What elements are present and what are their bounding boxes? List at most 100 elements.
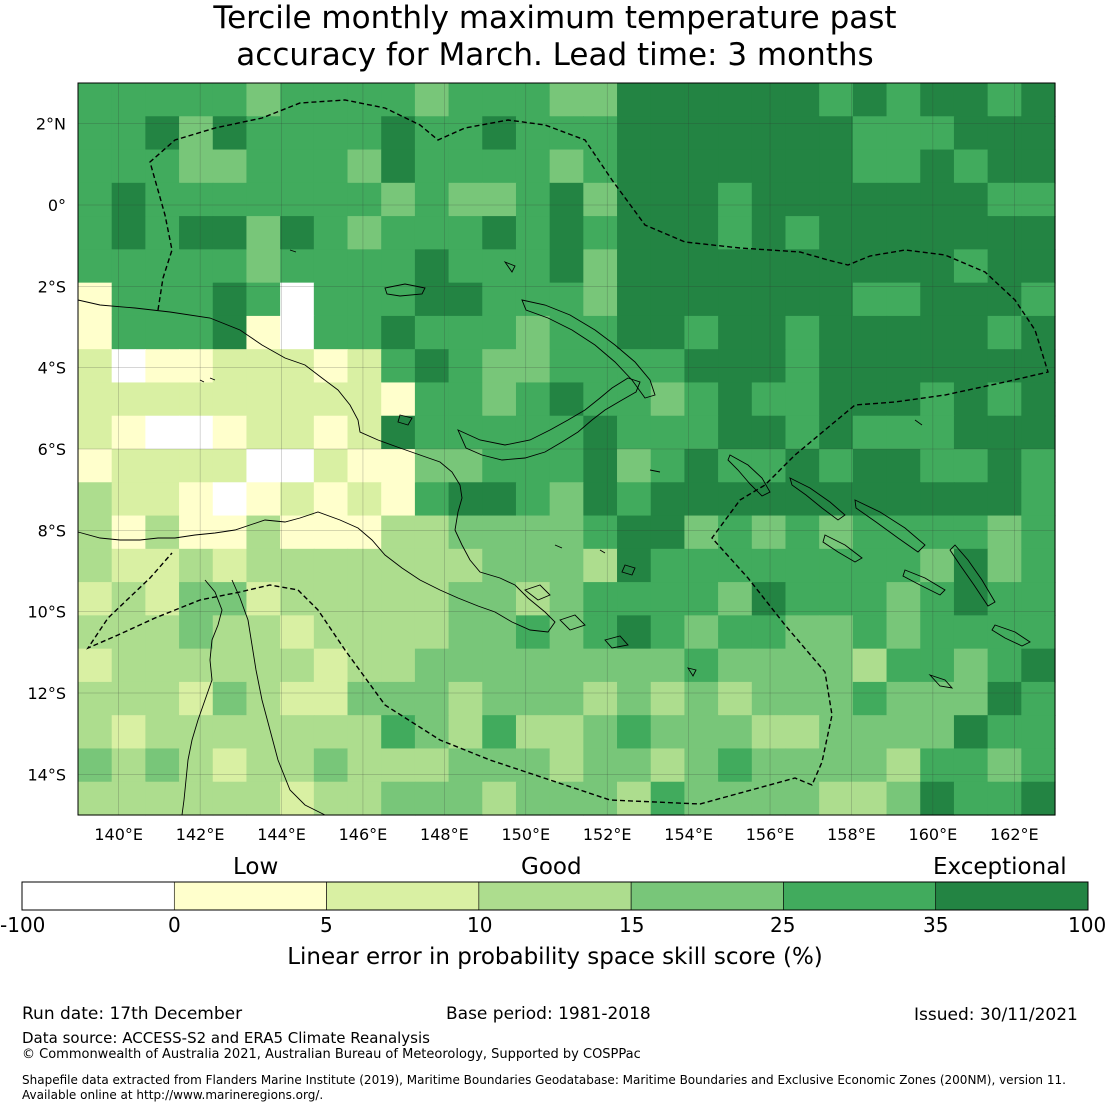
skill-cell <box>617 548 652 583</box>
skill-cell <box>280 748 315 783</box>
copyright-notice: © Commonwealth of Australia 2021, Austra… <box>22 1047 641 1062</box>
skill-cell <box>751 681 787 716</box>
skill-cell <box>751 349 787 384</box>
skill-cell <box>987 748 1022 783</box>
skill-cell <box>448 216 483 250</box>
skill-cell <box>617 116 652 151</box>
latitude-label: 2°N <box>36 115 66 134</box>
skill-cell <box>684 548 719 583</box>
skill-cell <box>886 715 921 750</box>
skill-cell <box>751 648 787 683</box>
skill-cell <box>617 249 652 284</box>
skill-cell <box>549 748 584 783</box>
skill-cell <box>448 715 483 750</box>
skill-cell <box>953 149 989 184</box>
solomon-islands-coastline-6 <box>991 624 1031 647</box>
skill-cell <box>886 282 921 317</box>
skill-cell <box>347 415 382 450</box>
skill-cell <box>987 415 1022 450</box>
skill-cell <box>347 149 382 184</box>
skill-cell <box>145 582 180 616</box>
skill-cell <box>111 515 146 550</box>
skill-cell <box>448 781 483 816</box>
skill-cell <box>78 681 113 716</box>
colorbar <box>21 881 1089 911</box>
skill-cell <box>583 182 618 217</box>
skill-cell <box>414 315 450 350</box>
skill-cell <box>718 282 753 317</box>
skill-cell <box>852 415 888 450</box>
skill-cell <box>718 781 753 816</box>
skill-cell <box>852 582 888 616</box>
skill-cell <box>1021 781 1056 816</box>
skill-cell <box>179 615 214 650</box>
skill-cell <box>583 582 618 616</box>
skill-cell <box>751 83 787 117</box>
skill-cell <box>111 748 146 783</box>
skill-cell <box>482 615 517 650</box>
skill-cell <box>111 149 146 184</box>
skill-cell <box>785 349 820 384</box>
skill-cell <box>920 548 955 583</box>
skill-cell <box>482 482 517 517</box>
skill-cell <box>448 282 483 317</box>
skill-cell <box>920 83 955 117</box>
skill-cell <box>482 349 517 384</box>
skill-cell <box>381 83 416 117</box>
manus-coastline <box>384 283 426 297</box>
skill-cell <box>381 582 416 616</box>
skill-cell <box>414 282 450 317</box>
skill-cell <box>987 515 1022 550</box>
skill-cell <box>684 149 719 184</box>
skill-cell <box>515 715 551 750</box>
skill-cell <box>886 449 921 483</box>
skill-cell <box>583 315 618 350</box>
skill-cell <box>953 382 989 417</box>
longitude-labels: 140°E 142°E 144°E 146°E 148°E 150°E 152°E 154°E… <box>94 825 1038 844</box>
skill-cell <box>819 282 854 317</box>
skill-cell <box>650 548 686 583</box>
skill-cell <box>819 548 854 583</box>
skill-cell <box>78 149 113 184</box>
skill-cell <box>1021 282 1056 317</box>
skill-cell <box>987 449 1022 483</box>
skill-cell <box>987 681 1022 716</box>
shapefile-credit-line-2: Available online at http://www.marinereg… <box>22 1088 324 1102</box>
longitude-label: 142°E <box>176 825 225 844</box>
skill-cell <box>448 182 483 217</box>
skill-cell <box>414 615 450 650</box>
skill-cell <box>718 216 753 250</box>
skill-cell <box>145 149 180 184</box>
skill-cell <box>515 282 551 317</box>
skill-cell <box>145 415 180 450</box>
skill-cell <box>78 315 113 350</box>
skill-cell <box>617 315 652 350</box>
skill-cell <box>313 249 349 284</box>
skill-cell <box>718 415 753 450</box>
skill-cell <box>1021 748 1056 783</box>
skill-cell <box>515 681 551 716</box>
skill-cell <box>819 582 854 616</box>
skill-cell <box>785 449 820 483</box>
skill-cell <box>313 781 349 816</box>
skill-cell <box>347 83 382 117</box>
skill-cell <box>718 615 753 650</box>
longitude-label: 160°E <box>909 825 958 844</box>
skill-cell <box>684 282 719 317</box>
skill-cell <box>111 681 146 716</box>
skill-cell <box>953 781 989 816</box>
map-title-line-2: accuracy for March. Lead time: 3 months <box>236 37 874 73</box>
skill-cell <box>920 249 955 284</box>
skill-cell <box>381 715 416 750</box>
skill-cell <box>212 781 248 816</box>
skill-cell <box>819 216 854 250</box>
skill-cell <box>482 781 517 816</box>
skill-cell <box>179 315 214 350</box>
skill-cell <box>819 449 854 483</box>
colorbar-category-good: Good <box>521 854 582 880</box>
skill-cell <box>650 382 686 417</box>
skill-cell <box>886 648 921 683</box>
skill-cell <box>583 615 618 650</box>
skill-cell <box>718 249 753 284</box>
